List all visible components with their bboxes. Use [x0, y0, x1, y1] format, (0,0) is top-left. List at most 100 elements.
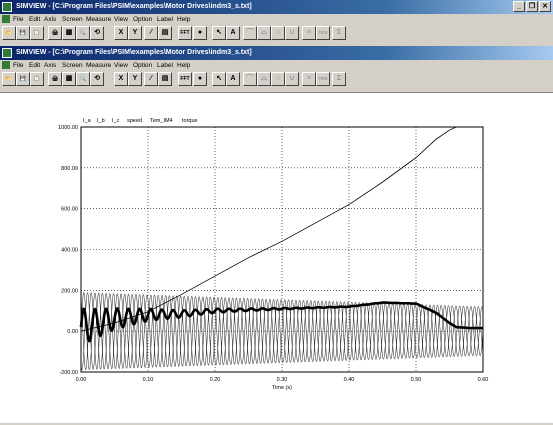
legend-i-c: I_c: [112, 118, 120, 124]
copy-icon[interactable]: 📋: [30, 72, 44, 86]
y-tick-label: 200.00: [61, 288, 78, 294]
data-icon[interactable]: ▦: [62, 72, 76, 86]
screen-icon[interactable]: ▤: [158, 72, 172, 86]
menu-file[interactable]: File: [13, 62, 24, 69]
menu-edit[interactable]: Edit: [29, 16, 41, 23]
minimize-button[interactable]: _: [513, 1, 525, 12]
add-curve-icon[interactable]: ⁄: [144, 26, 158, 40]
zoom-icon[interactable]: 🔍: [76, 26, 90, 40]
close-button[interactable]: ✕: [539, 1, 551, 12]
save-icon[interactable]: 💾: [16, 72, 30, 86]
x-axis-button[interactable]: X: [114, 72, 128, 86]
pointer-icon[interactable]: ↖: [212, 26, 226, 40]
fit-icon[interactable]: ⟲: [90, 72, 104, 86]
menu-label[interactable]: Label: [157, 16, 173, 23]
open-icon[interactable]: 📂: [2, 72, 16, 86]
waveform-chart[interactable]: 0.00 0.10 0.20 0.30 0.40 0.50 0.60-200.000.002…: [0, 93, 553, 423]
y-tick-label: 400.00: [61, 248, 78, 254]
legend-speed: speed: [127, 118, 142, 124]
menu-edit[interactable]: Edit: [29, 62, 41, 69]
x-tick-label: 0.10: [143, 377, 154, 383]
x-tick-label: 0.20: [210, 377, 221, 383]
plot-area[interactable]: 0.00 0.10 0.20 0.30 0.40 0.50 0.60 -200.00 0.00 2…: [0, 92, 553, 423]
fft-button[interactable]: FFT: [178, 26, 192, 40]
back-window-title: SIMVIEW - [C:\Program Files\PSIM\example…: [16, 3, 252, 10]
nextmax-icon[interactable]: ∩: [271, 26, 285, 40]
max-icon[interactable]: ⌒: [243, 26, 257, 40]
doc-icon: [2, 15, 10, 23]
x-tick-label: 0.40: [344, 377, 355, 383]
doc-icon: [2, 61, 10, 69]
menu-view[interactable]: View: [114, 62, 128, 69]
avg-icon[interactable]: ≡: [302, 72, 316, 86]
menu-help[interactable]: Help: [177, 62, 191, 69]
nextmin-icon[interactable]: ∪: [285, 72, 299, 86]
menu-option[interactable]: Option: [133, 62, 153, 69]
front-window-titlebar[interactable]: SIMVIEW - [C:\Program Files\PSIM\example…: [0, 46, 553, 60]
fit-icon[interactable]: ⟲: [90, 26, 104, 40]
y-tick-label: 1000.00: [58, 125, 78, 131]
y-axis-button[interactable]: Y: [128, 26, 142, 40]
y-axis-button[interactable]: Y: [128, 72, 142, 86]
pointer-icon[interactable]: ↖: [212, 72, 226, 86]
menu-axis[interactable]: Axis: [44, 62, 57, 69]
stop-icon[interactable]: ●: [193, 26, 207, 40]
front-toolbar: 📂 💾 📋 🖨 ▦ 🔍 ⟲ X Y ⁄ ▤ FFT ● ↖ A ⌒ ⌓ ∩ ∪ ≡ rms Σ: [0, 71, 553, 89]
front-window-title: SIMVIEW - [C:\Program Files\PSIM\example…: [16, 49, 252, 56]
screen-icon[interactable]: ▤: [158, 26, 172, 40]
rms-icon[interactable]: rms: [316, 26, 330, 40]
series-torque: [79, 301, 484, 343]
fft-button[interactable]: FFT: [178, 72, 192, 86]
menu-measure[interactable]: Measure: [86, 62, 112, 69]
menu-screen[interactable]: Screen: [62, 62, 83, 69]
y-tick-label: -200.00: [59, 370, 78, 376]
menu-label[interactable]: Label: [157, 62, 173, 69]
stop-icon[interactable]: ●: [193, 72, 207, 86]
text-icon[interactable]: A: [226, 72, 240, 86]
back-menubar: File Edit Axis Screen Measure View Optio…: [0, 14, 553, 25]
restore-button[interactable]: ❐: [526, 1, 538, 12]
series-i-a: [80, 292, 484, 370]
menu-measure[interactable]: Measure: [86, 16, 112, 23]
print-icon[interactable]: 🖨: [48, 72, 62, 86]
nextmax-icon[interactable]: ∩: [271, 72, 285, 86]
zoom-icon[interactable]: 🔍: [76, 72, 90, 86]
nextmin-icon[interactable]: ∪: [285, 26, 299, 40]
y-tick-label: 800.00: [61, 166, 78, 172]
back-window-titlebar[interactable]: SIMVIEW - [C:\Program Files\PSIM\example…: [0, 0, 553, 14]
menu-screen[interactable]: Screen: [62, 16, 83, 23]
add-curve-icon[interactable]: ⁄: [144, 72, 158, 86]
front-menubar: File Edit Axis Screen Measure View Optio…: [0, 60, 553, 71]
menu-axis[interactable]: Axis: [44, 16, 57, 23]
series-i-b: [80, 292, 484, 371]
menu-help[interactable]: Help: [177, 16, 191, 23]
copy-icon[interactable]: 📋: [30, 26, 44, 40]
legend-torque: torque: [182, 118, 198, 124]
data-icon[interactable]: ▦: [62, 26, 76, 40]
min-icon[interactable]: ⌓: [257, 72, 271, 86]
open-icon[interactable]: 📂: [2, 26, 16, 40]
x-tick-label: 0.30: [277, 377, 288, 383]
app-icon: [2, 2, 12, 12]
thd-icon[interactable]: Σ: [332, 26, 346, 40]
legend-i-b: I_b: [97, 118, 105, 124]
text-icon[interactable]: A: [226, 26, 240, 40]
menu-view[interactable]: View: [114, 16, 128, 23]
min-icon[interactable]: ⌓: [257, 26, 271, 40]
app-icon: [2, 48, 12, 58]
rms-icon[interactable]: rms: [316, 72, 330, 86]
legend-tem-im4: Tem_IM4: [150, 118, 173, 124]
print-icon[interactable]: 🖨: [48, 26, 62, 40]
save-icon[interactable]: 💾: [16, 26, 30, 40]
series-i-c: [80, 292, 484, 371]
menu-file[interactable]: File: [13, 16, 24, 23]
y-tick-label: 0.00: [67, 329, 78, 335]
avg-icon[interactable]: ≡: [302, 26, 316, 40]
x-axis-button[interactable]: X: [114, 26, 128, 40]
thd-icon[interactable]: Σ: [332, 72, 346, 86]
menu-option[interactable]: Option: [133, 16, 153, 23]
legend-i-a: I_a: [83, 118, 92, 124]
x-axis-label: Time (s): [272, 385, 292, 391]
max-icon[interactable]: ⌒: [243, 72, 257, 86]
series-speed: [80, 126, 483, 332]
